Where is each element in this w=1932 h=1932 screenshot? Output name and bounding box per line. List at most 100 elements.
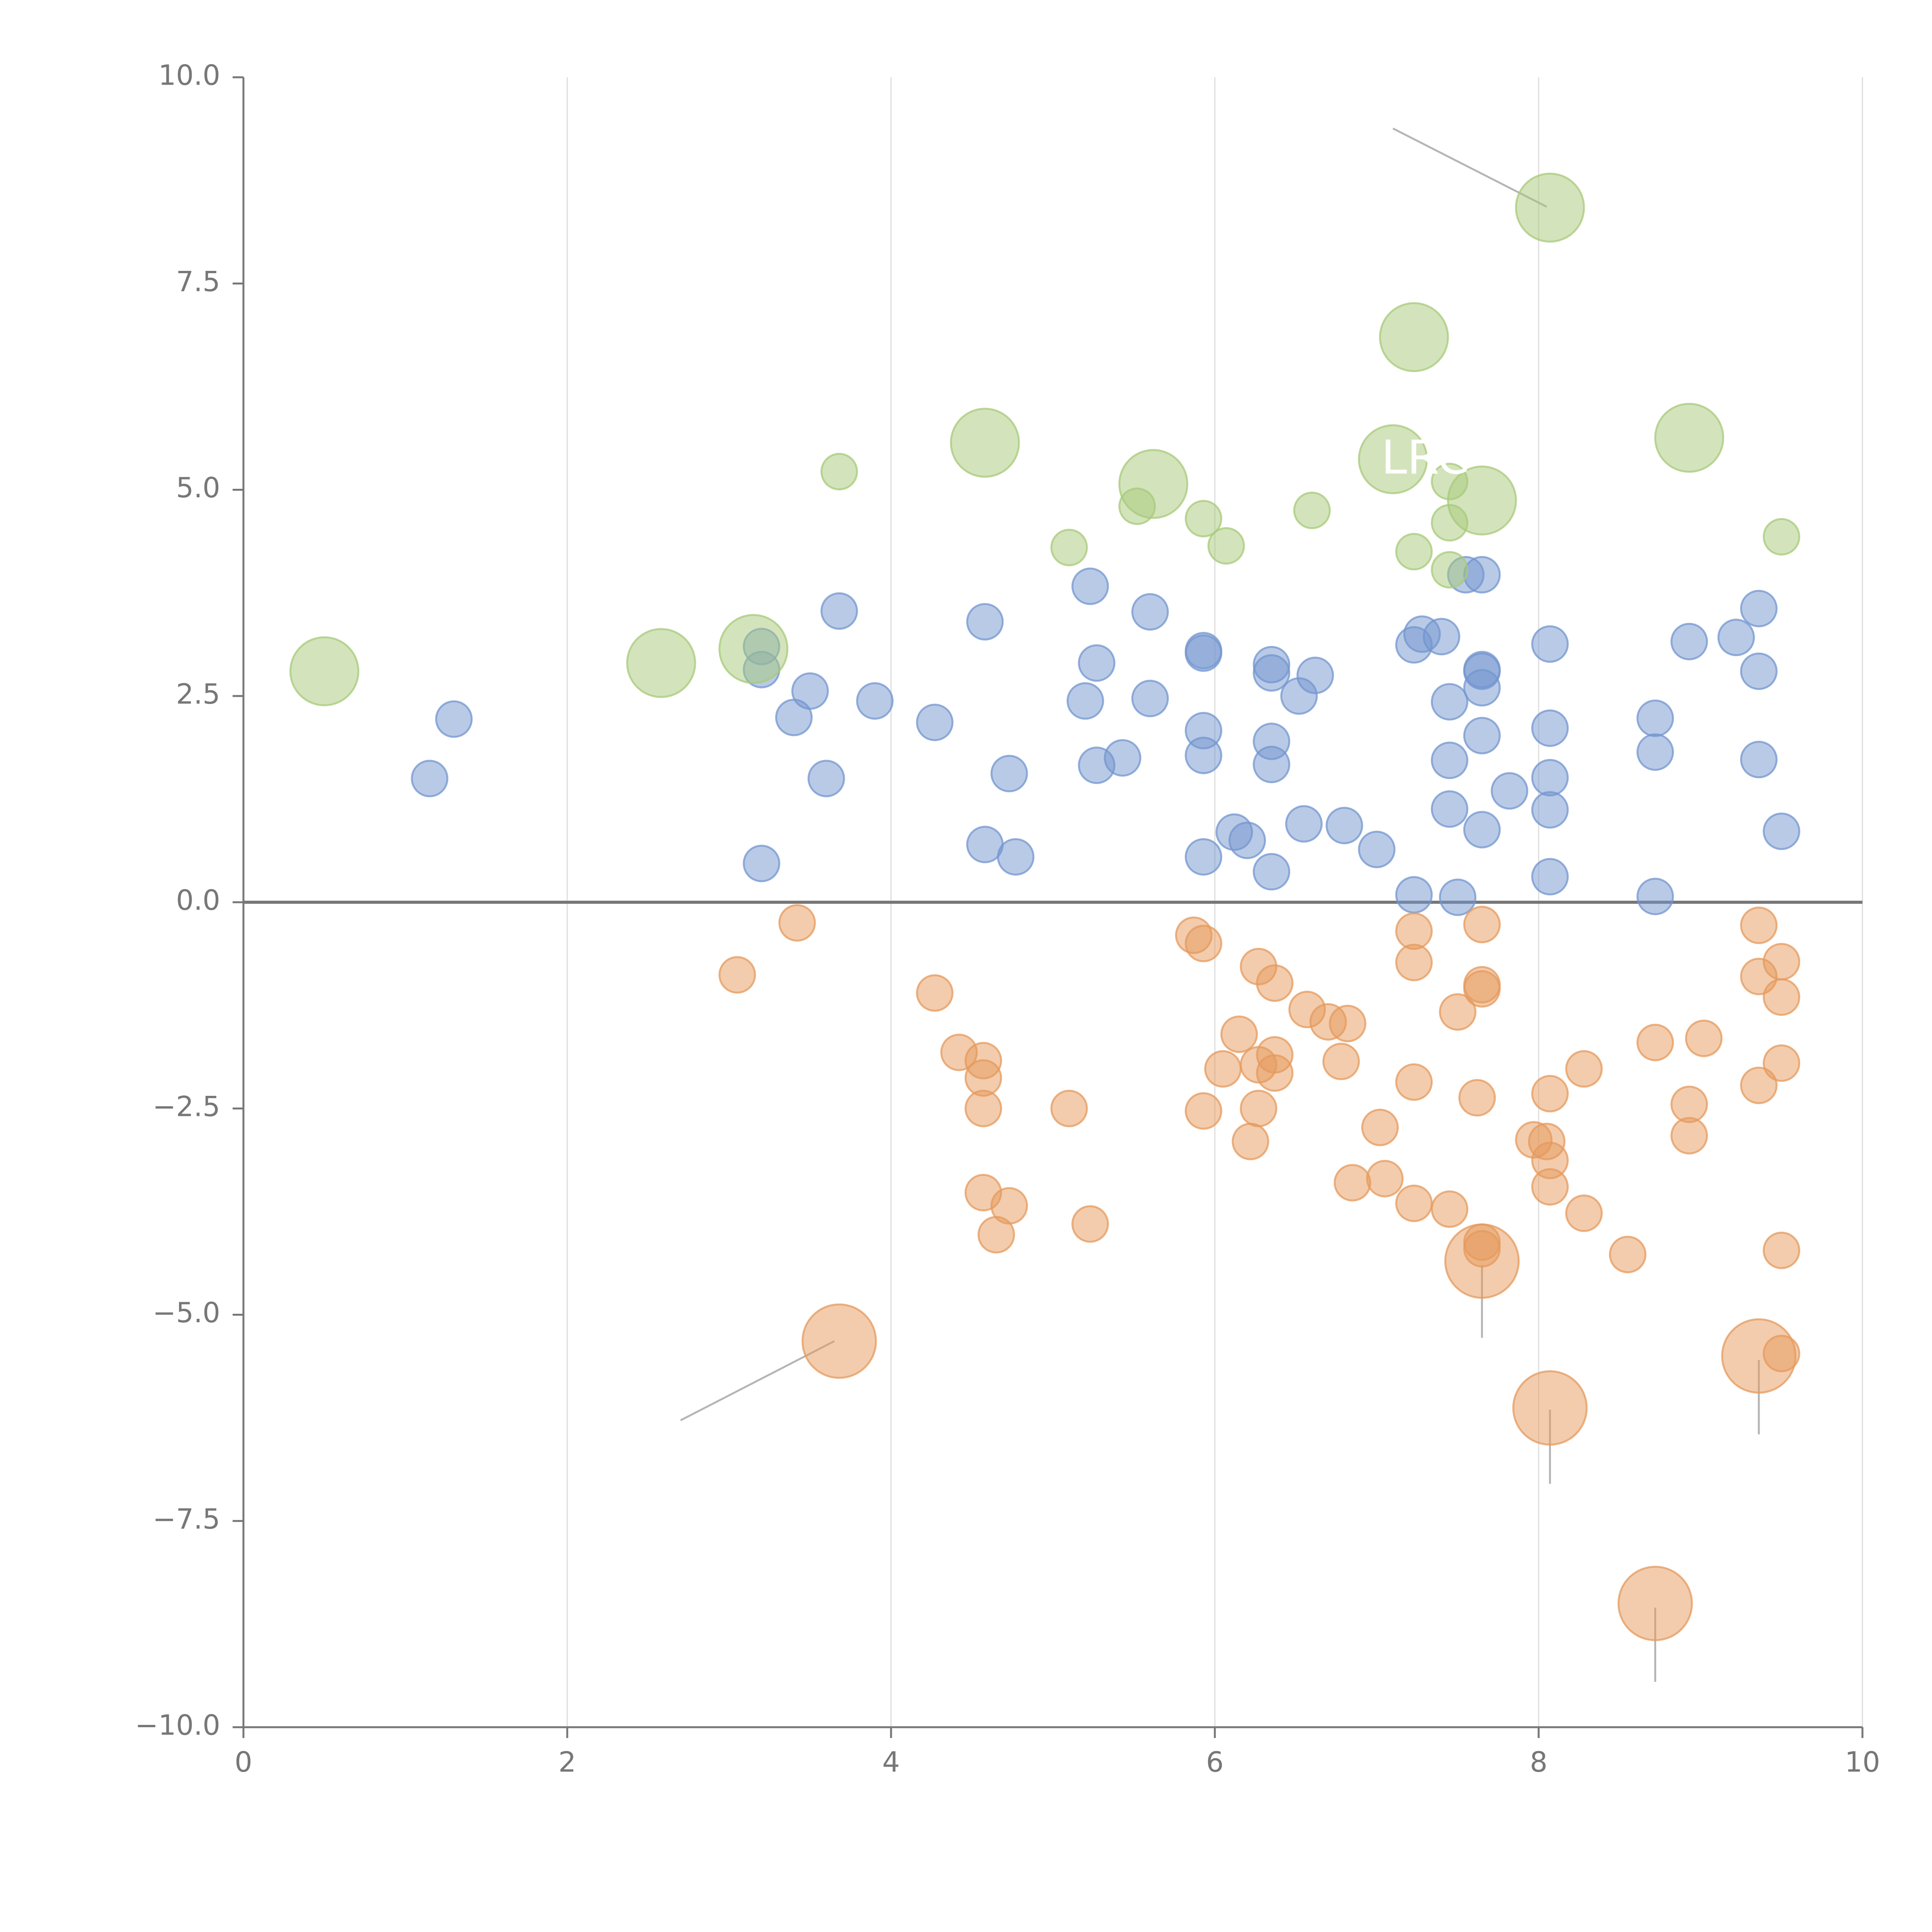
orange-point [1240, 1090, 1277, 1128]
blue-point [1740, 590, 1778, 628]
blue-point [1531, 791, 1569, 829]
orange-point [1531, 1168, 1569, 1206]
y-tick-label: −10.0 [135, 1709, 220, 1742]
blue-point [1636, 699, 1674, 737]
orange-point [1531, 1075, 1569, 1112]
orange-point [1204, 1050, 1242, 1088]
blue-point [411, 760, 449, 798]
green-point [1118, 449, 1189, 519]
orange-point [1685, 1019, 1723, 1057]
green-point [1050, 529, 1088, 566]
grid-lines [243, 77, 1863, 1727]
blue-point [1325, 806, 1363, 844]
blue-point [1531, 858, 1569, 896]
orange-point [1463, 970, 1501, 1008]
blue-point [1431, 683, 1469, 721]
blue-point [743, 845, 781, 883]
orange-point [1071, 1205, 1109, 1243]
green-point [1379, 302, 1449, 372]
y-tick-label: −7.5 [153, 1503, 220, 1535]
orange-point [1763, 943, 1800, 981]
blue-point [1763, 812, 1800, 850]
data-points [289, 172, 1800, 1641]
green-point [1395, 533, 1433, 571]
orange-point [1670, 1117, 1708, 1155]
y-tick-label: 0.0 [176, 884, 220, 917]
blue-point [1636, 878, 1674, 915]
blue-point [1717, 619, 1755, 656]
orange-point [1185, 925, 1223, 963]
orange-point [964, 1090, 1002, 1128]
blue-point [1431, 790, 1469, 828]
x-tick-label: 4 [882, 1746, 900, 1778]
blue-point [1439, 878, 1476, 916]
blue-point [1463, 717, 1501, 755]
orange-point [1740, 906, 1778, 944]
blue-point [1531, 759, 1569, 797]
orange-point [1050, 1090, 1088, 1128]
orange-point [1458, 1079, 1496, 1117]
orange-point [1333, 1164, 1371, 1202]
blue-point [856, 682, 894, 720]
blue-point [435, 700, 473, 738]
blue-point [1185, 634, 1223, 672]
orange-point [1256, 1054, 1294, 1092]
blue-point [1423, 618, 1461, 656]
y-tick-label: −5.0 [153, 1296, 220, 1329]
y-tick-label: 7.5 [176, 265, 220, 298]
green-point [626, 628, 696, 698]
blue-point [1463, 556, 1501, 594]
green-point [1431, 551, 1469, 589]
x-tick-label: 8 [1530, 1746, 1548, 1778]
orange-point [1763, 978, 1800, 1016]
orange-point [1395, 912, 1433, 950]
blue-point [1253, 853, 1291, 891]
orange-point [1565, 1194, 1603, 1232]
blue-point [1066, 682, 1104, 720]
orange-point [1395, 944, 1433, 981]
blue-point [1285, 805, 1323, 843]
orange-point [1220, 1015, 1258, 1053]
green-point [950, 408, 1020, 478]
orange-point [1366, 1160, 1404, 1197]
y-tick-label: 10.0 [158, 59, 220, 92]
blue-point [1253, 745, 1291, 783]
blue-point [1078, 644, 1116, 682]
annotations: LRC S [1289, 431, 1469, 769]
x-tick-label: 10 [1845, 1746, 1880, 1778]
orange-point [801, 1303, 877, 1379]
orange-point [1231, 1122, 1269, 1160]
blue-point [1131, 680, 1169, 718]
orange-point [1395, 1184, 1433, 1222]
blue-point [1740, 652, 1778, 690]
orange-point [1617, 1566, 1693, 1641]
orange-point [1763, 1231, 1800, 1269]
blue-point [791, 672, 829, 710]
green-point [1447, 465, 1517, 536]
x-tick-label: 2 [558, 1746, 576, 1778]
blue-point [916, 704, 954, 742]
orange-point [1565, 1050, 1603, 1088]
blue-point [1431, 742, 1469, 779]
orange-point [916, 974, 954, 1012]
orange-point [1185, 1092, 1223, 1130]
blue-point [1636, 733, 1674, 771]
y-tick-label: 5.0 [176, 471, 220, 504]
blue-point [807, 760, 845, 798]
y-tick-label: −2.5 [153, 1090, 220, 1122]
axes: 0 2 4 6 8 10 −10.0 −7.5 −5.0 −2.5 0.0 2.5 5.0 7.5 10.0 [135, 59, 1880, 1778]
orange-point [1431, 1190, 1469, 1228]
orange-point [1444, 1223, 1520, 1299]
blue-point [966, 603, 1004, 641]
blue-point [997, 838, 1035, 876]
blue-point [1104, 739, 1141, 777]
orange-point [1740, 1066, 1778, 1104]
blue-point [1071, 567, 1109, 605]
orange-point [1763, 1044, 1800, 1082]
orange-point [1636, 1024, 1674, 1061]
annotation-label: LRC [1381, 431, 1469, 485]
blue-point [1185, 736, 1223, 774]
orange-point [1670, 1085, 1708, 1123]
blue-point [1531, 625, 1569, 663]
